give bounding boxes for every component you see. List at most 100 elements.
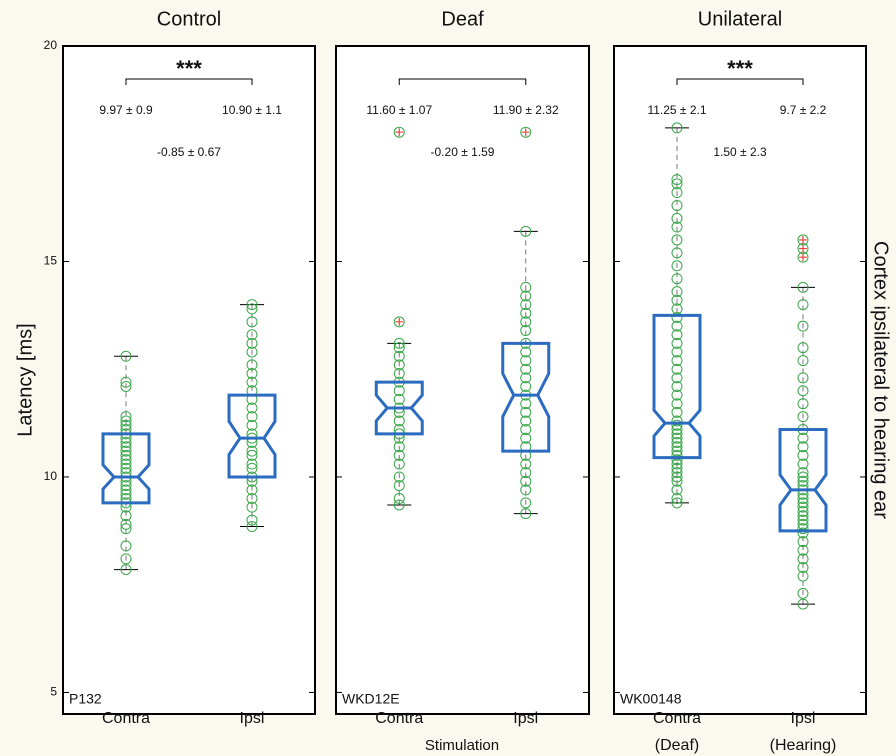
point (246, 493, 258, 505)
outlier (797, 234, 809, 246)
point (520, 299, 532, 311)
point (520, 225, 532, 237)
stat-label: 11.25 ± 2.1 (647, 103, 706, 117)
point (120, 488, 132, 500)
point (797, 385, 809, 397)
outlier (520, 126, 532, 138)
point (120, 449, 132, 461)
point (671, 497, 683, 509)
point (797, 527, 809, 539)
point (671, 454, 683, 466)
point (797, 432, 809, 444)
subject-label: WKD12E (342, 691, 400, 707)
difference-label: -0.85 ± 0.67 (157, 145, 221, 159)
x-axis-label: Stimulation (425, 737, 499, 754)
bracket (676, 78, 804, 85)
point (671, 475, 683, 487)
point (671, 419, 683, 431)
stat-label: 10.90 ± 1.1 (222, 103, 282, 117)
outlier-plus (799, 235, 807, 244)
point (120, 458, 132, 470)
x-tick-label: Ipsi (240, 710, 265, 727)
point (671, 389, 683, 401)
point (797, 587, 809, 599)
point (797, 561, 809, 573)
point (671, 286, 683, 298)
point (671, 380, 683, 392)
box (101, 432, 151, 505)
point (671, 187, 683, 199)
point (797, 514, 809, 526)
point (671, 320, 683, 332)
point (246, 299, 258, 311)
point (393, 449, 405, 461)
point (520, 497, 532, 509)
point (393, 393, 405, 405)
point (120, 484, 132, 496)
panel-title: Control (157, 8, 221, 30)
point (120, 510, 132, 522)
point (246, 337, 258, 349)
point (520, 316, 532, 328)
point (393, 337, 405, 349)
point (520, 424, 532, 436)
point (393, 359, 405, 371)
point (393, 499, 405, 511)
point (671, 199, 683, 211)
point (671, 212, 683, 224)
point (520, 398, 532, 410)
point (797, 299, 809, 311)
point (671, 471, 683, 483)
point (246, 449, 258, 461)
point (797, 475, 809, 487)
point (797, 342, 809, 354)
box (501, 341, 551, 453)
point (797, 441, 809, 453)
point (393, 493, 405, 505)
point (246, 329, 258, 341)
point (671, 436, 683, 448)
point (120, 441, 132, 453)
outlier-plus (799, 244, 807, 253)
point (393, 415, 405, 427)
point (520, 467, 532, 479)
point (246, 521, 258, 533)
point (246, 458, 258, 470)
stat-label: 11.60 ± 1.07 (366, 103, 432, 117)
point (393, 480, 405, 492)
significance: *** (176, 56, 202, 81)
bracket (398, 78, 527, 85)
point (797, 523, 809, 535)
point (797, 449, 809, 461)
point (120, 480, 132, 492)
point (520, 363, 532, 375)
point (393, 458, 405, 470)
point (671, 122, 683, 134)
x-tick-label: Contra (102, 710, 150, 727)
point (797, 598, 809, 610)
point (246, 445, 258, 457)
point (520, 475, 532, 487)
point (246, 303, 258, 315)
point (671, 178, 683, 190)
outlier (393, 126, 405, 138)
point (520, 281, 532, 293)
point (120, 415, 132, 427)
point (120, 350, 132, 362)
point (797, 510, 809, 522)
panel-title: Deaf (441, 8, 484, 30)
point (246, 359, 258, 371)
point (797, 467, 809, 479)
point (671, 346, 683, 358)
point (671, 329, 683, 341)
point (671, 337, 683, 349)
point (246, 514, 258, 526)
point (520, 346, 532, 358)
point (393, 471, 405, 483)
point (797, 320, 809, 332)
point (671, 260, 683, 272)
point (246, 316, 258, 328)
point (671, 467, 683, 479)
stat-label: 9.97 ± 0.9 (99, 103, 153, 117)
point (671, 273, 683, 285)
